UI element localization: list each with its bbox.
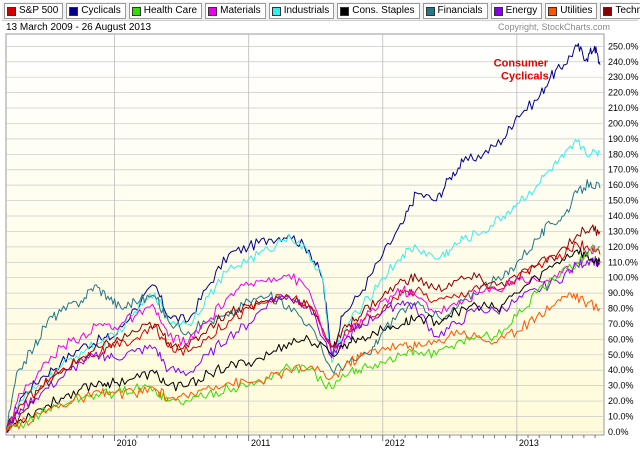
legend-swatch <box>548 6 558 16</box>
legend-label: Financials <box>437 5 483 16</box>
legend-item[interactable]: Energy <box>490 3 543 19</box>
y-tick-label: 140.0% <box>608 211 639 221</box>
x-tick-label: 2010 <box>117 438 137 448</box>
legend-item[interactable]: Industrials <box>268 3 335 19</box>
y-tick-label: 180.0% <box>608 149 639 159</box>
y-tick-label: 230.0% <box>608 72 639 82</box>
y-tick-label: 100.0% <box>608 273 639 283</box>
legend-bar: S&P 500 Cyclicals Health Care Materials Indu… <box>2 2 640 21</box>
series-line <box>6 256 601 433</box>
legend-swatch <box>425 6 435 16</box>
date-range: 13 March 2009 - 26 August 2013 <box>6 22 152 33</box>
legend-item[interactable]: Technology <box>600 3 640 19</box>
y-tick-label: 110.0% <box>608 257 638 267</box>
annotation-line-1: Consumer <box>494 57 549 69</box>
legend-swatch <box>208 6 218 16</box>
legend-swatch <box>603 6 613 16</box>
y-tick-label: 0.0% <box>608 427 629 437</box>
legend-swatch <box>340 6 350 16</box>
x-tick-label: 2011 <box>251 438 270 448</box>
y-tick-label: 60.0% <box>608 334 634 344</box>
legend-swatch <box>69 6 79 16</box>
series-line <box>6 248 601 433</box>
y-tick-label: 50.0% <box>608 350 634 360</box>
y-tick-label: 10.0% <box>608 411 634 421</box>
series-line <box>6 244 601 433</box>
legend-label: Industrials <box>283 5 330 16</box>
legend-swatch <box>493 6 503 16</box>
series-line <box>6 245 601 433</box>
y-tick-label: 20.0% <box>608 396 634 406</box>
y-tick-label: 200.0% <box>608 118 639 128</box>
y-tick-label: 250.0% <box>608 41 639 51</box>
y-tick-label: 40.0% <box>608 365 634 375</box>
legend-item[interactable]: Materials <box>205 3 266 19</box>
y-tick-label: 190.0% <box>608 134 639 144</box>
y-tick-label: 130.0% <box>608 226 639 236</box>
y-tick-label: 30.0% <box>608 381 634 391</box>
y-tick-label: 150.0% <box>608 196 639 206</box>
y-tick-label: 170.0% <box>608 165 639 175</box>
series-line <box>6 179 601 433</box>
legend-item[interactable]: Cons. Staples <box>337 3 420 19</box>
legend-label: Utilities <box>560 5 593 16</box>
y-tick-label: 220.0% <box>608 88 639 98</box>
annotation-line-2: Cyclicals <box>501 70 549 82</box>
legend-item[interactable]: Utilities <box>545 3 598 19</box>
x-tick-label: 2012 <box>385 438 405 448</box>
legend-swatch <box>7 6 16 16</box>
legend-item[interactable]: S&P 500 <box>4 3 64 19</box>
y-axis-labels: 0.0% 10.0% 20.0% 30.0% 40.0% 50.0% 60.0% 70.0% 8… <box>608 41 639 437</box>
legend-item[interactable]: Health Care <box>128 3 203 19</box>
series-line <box>6 292 601 433</box>
legend-swatch <box>131 6 141 16</box>
y-tick-label: 90.0% <box>608 288 634 298</box>
legend-label: Materials <box>220 5 261 16</box>
legend-label: Health Care <box>143 5 198 16</box>
y-tick-label: 120.0% <box>608 242 639 252</box>
series-lines <box>6 43 601 433</box>
x-axis-ticks: 2010 2011 2012 2013 <box>13 435 596 448</box>
plot-area <box>5 33 605 436</box>
legend-label: Cons. Staples <box>352 5 415 16</box>
y-tick-label: 70.0% <box>608 319 634 329</box>
x-tick-label: 2013 <box>519 438 539 448</box>
copyright-text: Copyright, StockCharts.com <box>497 22 610 32</box>
legend-label: Energy <box>505 5 538 16</box>
y-tick-label: 210.0% <box>608 103 639 113</box>
legend-item[interactable]: Cyclicals <box>66 3 126 19</box>
legend-swatch <box>271 6 281 16</box>
legend-item[interactable]: Financials <box>422 3 488 19</box>
legend-label: Technology <box>615 5 640 16</box>
legend-label: S&P 500 <box>19 5 59 16</box>
y-tick-label: 160.0% <box>608 180 639 190</box>
y-tick-label: 80.0% <box>608 304 634 314</box>
series-line <box>6 139 601 433</box>
legend-label: Cyclicals <box>81 5 121 16</box>
y-tick-label: 240.0% <box>608 57 639 67</box>
